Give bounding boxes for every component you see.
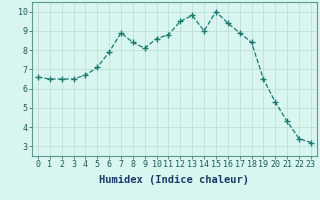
X-axis label: Humidex (Indice chaleur): Humidex (Indice chaleur) xyxy=(100,175,249,185)
